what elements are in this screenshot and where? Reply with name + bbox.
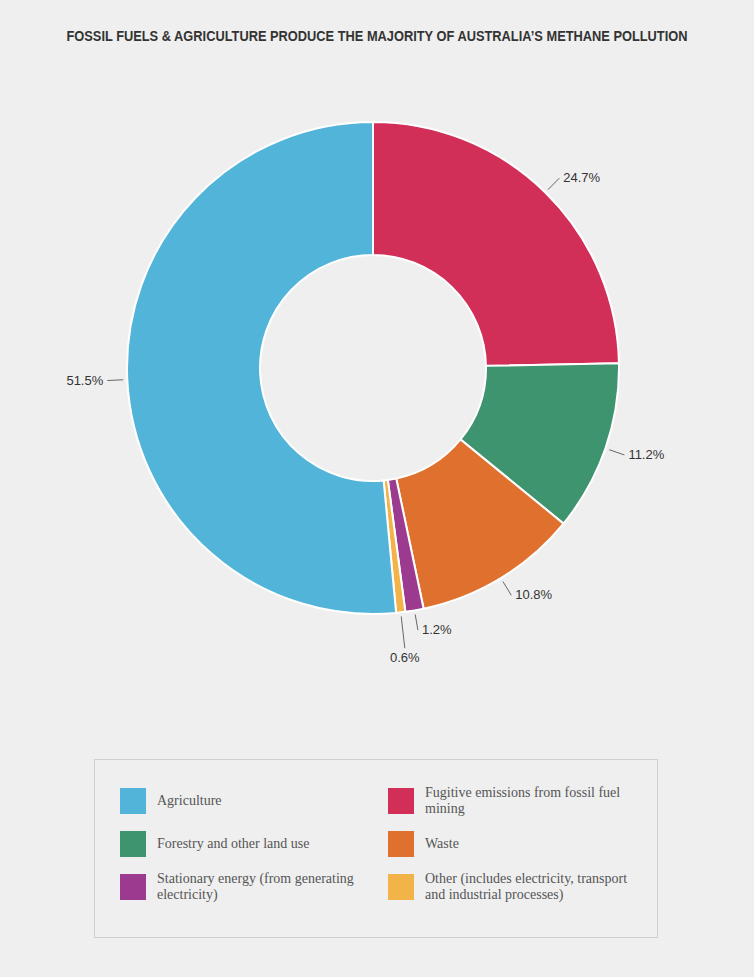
leader-line — [107, 379, 123, 381]
data-label: 51.5% — [66, 373, 103, 388]
data-label: 1.2% — [422, 622, 452, 637]
legend: Agriculture Fugitive emissions from fossi… — [94, 759, 658, 938]
legend-label: Fugitive emissions from fossil fuel mini… — [425, 785, 640, 817]
slice — [396, 439, 563, 608]
legend-swatch — [388, 874, 414, 900]
legend-item: Waste — [388, 831, 640, 857]
slices — [127, 122, 619, 614]
slice — [373, 122, 619, 366]
legend-swatch — [120, 788, 146, 814]
leader-line — [548, 178, 559, 189]
data-label: 0.6% — [390, 650, 420, 665]
legend-item: Forestry and other land use — [120, 831, 372, 857]
legend-item: Fugitive emissions from fossil fuel mini… — [388, 788, 640, 814]
legend-swatch — [120, 874, 146, 900]
slice — [127, 122, 396, 614]
legend-swatch — [120, 831, 146, 857]
leader-line — [609, 450, 624, 455]
data-label: 11.2% — [628, 447, 664, 462]
legend-swatch — [388, 788, 414, 814]
legend-label: Waste — [425, 836, 640, 852]
legend-label: Agriculture — [157, 793, 372, 809]
data-label: 10.8% — [515, 587, 552, 602]
data-labels: 24.7% 11.2% 10.8% 1.2%0.6% 51.5% — [66, 170, 664, 665]
legend-item: Agriculture — [120, 788, 372, 814]
leader-line — [415, 614, 418, 630]
legend-swatch — [388, 831, 414, 857]
legend-item: Stationary energy (from generating elect… — [120, 874, 372, 900]
legend-label: Other (includes electricity, transport a… — [425, 871, 640, 903]
data-label: 24.7% — [563, 170, 600, 185]
legend-item: Other (includes electricity, transport a… — [388, 874, 640, 900]
legend-label: Stationary energy (from generating elect… — [157, 871, 372, 903]
legend-label: Forestry and other land use — [157, 836, 372, 852]
title: FOSSIL FUELS & AGRICULTURE PRODUCE THE M… — [67, 28, 688, 44]
leader-line — [401, 616, 405, 648]
leader-line — [503, 582, 511, 596]
page: {"chart_data": {"type": "donut", "title"… — [0, 0, 754, 977]
